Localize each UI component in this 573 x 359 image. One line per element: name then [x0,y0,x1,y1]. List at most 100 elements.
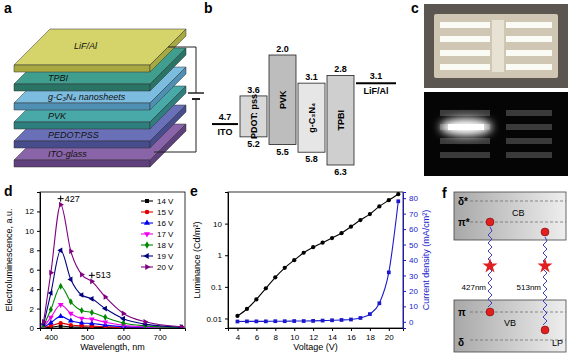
tick-label: 4 [30,285,35,294]
tick-mark [225,318,228,319]
marker [59,321,63,325]
marker [143,319,148,325]
band-label: VB [504,318,516,328]
tick-mark [351,328,352,331]
annotation-marker [89,272,95,278]
tick-label: 500 [81,333,95,342]
lumo-value: 2.8 [334,64,347,74]
layer-front [14,65,150,72]
legend-marker [145,199,149,203]
tick: 10 [213,220,228,229]
plot-area [235,192,400,323]
level-label: δ* [458,196,468,207]
layer-front [14,122,150,129]
y-axis: 0.010.1110 [206,193,228,329]
marker [235,314,239,318]
series-line [44,250,182,327]
marker [368,312,372,316]
marker [283,266,287,270]
electrode [506,64,552,70]
tick-mark [403,275,406,276]
marker [349,318,353,322]
chart: d40050060070002468101214 V15 V16 V17 V18… [4,183,186,352]
substrate [434,14,558,78]
valence-band [454,300,566,352]
tick: 1 [218,251,228,260]
battery-plate [188,92,204,94]
marker [359,316,363,320]
tick-mark [37,328,40,329]
tick-mark [370,328,371,331]
marker [49,270,54,276]
lumo-value: 3.6 [247,85,260,95]
layer-front [14,160,150,167]
marker [320,241,324,245]
tick: 40 [403,256,418,265]
marker [68,318,74,323]
material-name: ITO [218,127,233,137]
x-axis-title: Voltage (V) [293,342,338,352]
material-name: PVK [278,90,288,109]
marker [79,317,85,322]
marker [330,236,334,240]
legend-entry: 19 V [141,252,174,261]
legend-entry: 18 V [141,241,174,250]
photos [424,4,568,176]
marker [103,314,107,321]
x-axis: 468101214161820 [229,328,404,342]
layer-label: ITO-glass [48,149,87,159]
legend-entry: 14 V [141,197,174,206]
series-line [237,194,398,316]
tick: 0.01 [206,315,228,324]
marker [264,286,268,290]
marker [59,283,63,290]
material-box [269,55,296,145]
conduction-band [454,192,566,240]
hole [541,326,549,334]
lumo-value: 2.0 [276,44,289,54]
x-axis: 400500600700 [41,328,186,342]
level-label: π* [458,217,470,228]
marker [339,231,343,235]
marker [69,323,73,327]
panel-label: b [204,0,213,16]
layer-front [14,84,150,91]
marker [78,292,83,298]
marker [42,319,47,325]
marker [49,306,53,313]
center-bar [492,20,504,72]
tick-mark [403,229,406,230]
layer-label: PEDOT:PSS [48,130,99,140]
electron [541,228,549,236]
layer-side [150,29,186,72]
axis-line [225,193,229,329]
photon-burst [537,258,552,272]
tick-label: 6 [30,266,35,275]
y2-axis-title: Current density (mA/cm²) [421,210,431,311]
marker [321,319,325,323]
layer-label: g-C₃N₄ nanosheets [48,92,126,102]
marker [122,311,127,317]
level-label: π [458,307,466,318]
tick: 600 [117,328,131,342]
series-line [237,201,398,321]
marker [245,319,249,323]
axis-line [404,193,407,329]
marker [59,202,64,208]
tick-label: 8 [30,246,35,255]
tick: 400 [45,328,59,342]
tick-mark [403,306,406,307]
layer-label: TPBI [48,73,69,83]
tick: 30 [403,272,418,281]
tick: 6 [30,266,40,275]
marker [68,277,73,283]
marker [302,319,306,323]
marker [80,307,84,314]
legend-entry: 15 V [141,208,174,217]
annotation: 427 [65,194,80,204]
level-value: 3.1 [370,71,383,81]
tick-mark [294,328,295,331]
marker [90,309,94,316]
photo-device [424,4,568,88]
annotation: 513 [96,270,111,280]
